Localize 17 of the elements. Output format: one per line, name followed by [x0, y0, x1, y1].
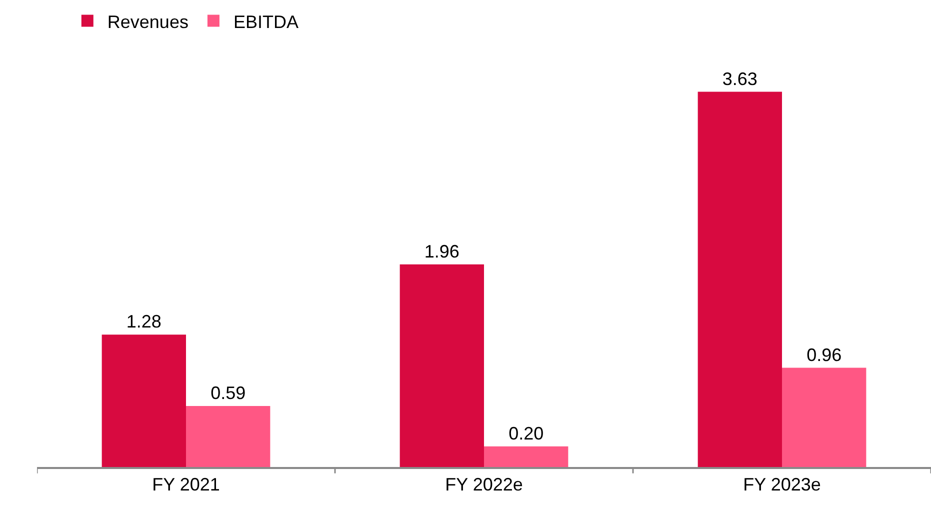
data-label: 0.59	[210, 383, 246, 404]
legend-label: Revenues	[107, 12, 188, 32]
bar	[484, 446, 568, 467]
bar	[400, 264, 484, 467]
data-label: 3.63	[722, 68, 758, 89]
data-label: 1.96	[424, 241, 460, 262]
bar	[102, 334, 186, 467]
data-label: 1.28	[126, 312, 162, 332]
bar	[782, 368, 866, 467]
x-tick-label: FY 2022e	[445, 474, 523, 494]
legend-label: EBITDA	[233, 12, 298, 32]
data-label: 0.20	[508, 423, 544, 444]
bar	[698, 92, 782, 467]
bar	[186, 406, 270, 467]
x-tick-label: FY 2023e	[743, 474, 821, 494]
data-label: 0.96	[806, 344, 842, 365]
x-tick-label: FY 2021	[152, 474, 220, 494]
